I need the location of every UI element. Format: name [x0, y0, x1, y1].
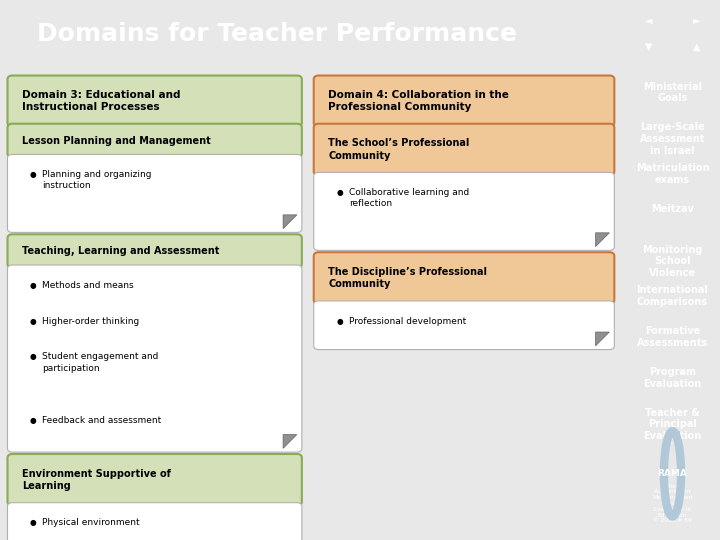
- Polygon shape: [283, 215, 297, 228]
- FancyBboxPatch shape: [7, 124, 302, 157]
- FancyBboxPatch shape: [314, 252, 614, 303]
- Text: Collaborative learning and
reflection: Collaborative learning and reflection: [348, 188, 469, 208]
- Text: Physical environment: Physical environment: [42, 518, 140, 527]
- Text: ●: ●: [30, 316, 37, 326]
- Polygon shape: [283, 435, 297, 448]
- Polygon shape: [595, 332, 609, 346]
- Polygon shape: [595, 233, 609, 247]
- FancyBboxPatch shape: [7, 154, 302, 232]
- Text: Program
Evaluation: Program Evaluation: [644, 367, 701, 389]
- Text: Matriculation
exams: Matriculation exams: [636, 163, 709, 185]
- Text: RAMA: RAMA: [657, 469, 688, 478]
- Text: Ministerial
Goals: Ministerial Goals: [643, 82, 702, 103]
- FancyBboxPatch shape: [314, 76, 614, 126]
- Text: International
Comparisons: International Comparisons: [636, 286, 708, 307]
- Text: ►: ►: [693, 15, 700, 25]
- Text: ▼: ▼: [645, 42, 652, 52]
- Text: National
Authority for
Measurement
and
Evaluation in
Education
© 2013 # 89: National Authority for Measurement and E…: [652, 484, 693, 523]
- Text: ▲: ▲: [693, 42, 700, 52]
- Text: Teacher &
Principal
Evaluation: Teacher & Principal Evaluation: [644, 408, 701, 441]
- Text: Methods and means: Methods and means: [42, 281, 134, 289]
- FancyBboxPatch shape: [7, 454, 302, 505]
- Text: ●: ●: [30, 416, 37, 425]
- FancyBboxPatch shape: [7, 234, 302, 268]
- Text: Student engagement and
participation: Student engagement and participation: [42, 353, 159, 373]
- Text: ●: ●: [336, 188, 343, 197]
- Text: Formative
Assessments: Formative Assessments: [637, 326, 708, 348]
- Text: ●: ●: [30, 281, 37, 289]
- Text: ●: ●: [30, 353, 37, 361]
- Text: Planning and organizing
instruction: Planning and organizing instruction: [42, 170, 152, 190]
- Text: Domain 4: Collaboration in the
Professional Community: Domain 4: Collaboration in the Professio…: [328, 90, 509, 112]
- FancyBboxPatch shape: [314, 172, 614, 251]
- Text: ◄: ◄: [645, 15, 652, 25]
- Text: Monitoring
School
Violence: Monitoring School Violence: [642, 245, 703, 278]
- Text: Professional development: Professional development: [348, 316, 466, 326]
- Text: Large-Scale
Assessment
in Israel: Large-Scale Assessment in Israel: [640, 123, 705, 156]
- FancyBboxPatch shape: [7, 76, 302, 126]
- Text: The Discipline’s Professional
Community: The Discipline’s Professional Community: [328, 267, 487, 289]
- Text: Feedback and assessment: Feedback and assessment: [42, 416, 162, 425]
- FancyBboxPatch shape: [7, 265, 302, 452]
- Text: The School’s Professional
Community: The School’s Professional Community: [328, 138, 469, 161]
- Text: Domain 3: Educational and
Instructional Processes: Domain 3: Educational and Instructional …: [22, 90, 181, 112]
- Text: Meitzav: Meitzav: [651, 204, 694, 214]
- FancyBboxPatch shape: [7, 503, 302, 540]
- Text: Environment Supportive of
Learning: Environment Supportive of Learning: [22, 469, 171, 491]
- Text: Higher-order thinking: Higher-order thinking: [42, 316, 140, 326]
- Text: Domains for Teacher Performance: Domains for Teacher Performance: [37, 22, 518, 46]
- FancyBboxPatch shape: [314, 301, 614, 349]
- Text: Lesson Planning and Management: Lesson Planning and Management: [22, 136, 211, 145]
- Text: ●: ●: [30, 518, 37, 527]
- Text: ●: ●: [30, 170, 37, 179]
- Text: ●: ●: [336, 316, 343, 326]
- FancyBboxPatch shape: [314, 124, 614, 175]
- Text: Teaching, Learning and Assessment: Teaching, Learning and Assessment: [22, 246, 220, 256]
